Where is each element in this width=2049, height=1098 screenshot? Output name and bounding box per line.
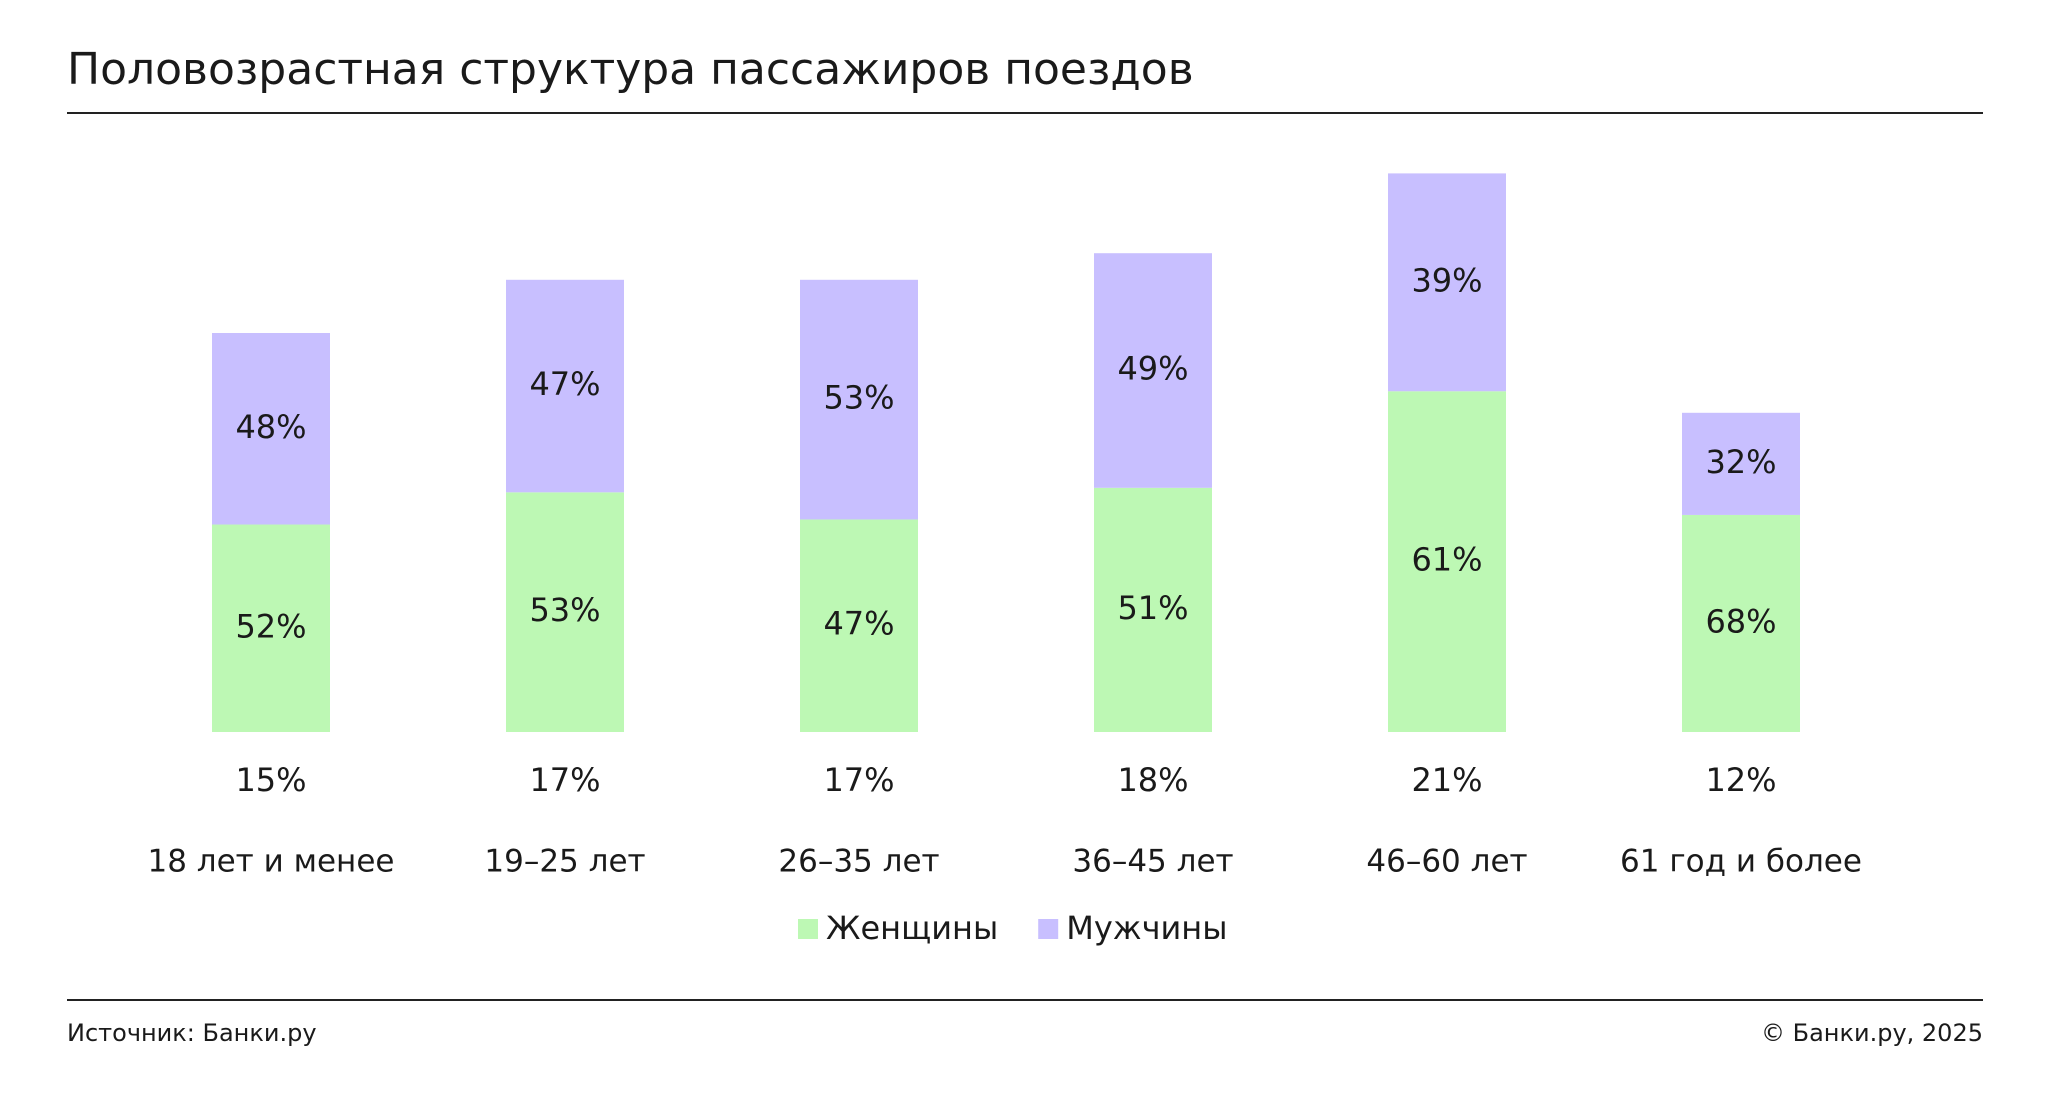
category-label: 19–25 лет bbox=[484, 844, 645, 880]
bar-segment bbox=[1094, 487, 1212, 732]
segment-label: 51% bbox=[1117, 589, 1188, 627]
total-label: 17% bbox=[823, 761, 894, 799]
segment-label: 47% bbox=[529, 365, 600, 403]
bar-segment bbox=[506, 279, 624, 493]
legend-label: Женщины bbox=[826, 909, 998, 947]
bar-segment bbox=[212, 333, 330, 525]
total-label: 15% bbox=[235, 761, 306, 799]
bar-segment bbox=[1682, 412, 1800, 515]
segment-label: 68% bbox=[1705, 602, 1776, 640]
segment-label: 32% bbox=[1705, 443, 1776, 481]
bar-segment bbox=[212, 524, 330, 732]
segment-label: 47% bbox=[823, 605, 894, 643]
bar-segment bbox=[1682, 514, 1800, 732]
segment-label: 39% bbox=[1411, 261, 1482, 299]
segment-label: 53% bbox=[529, 591, 600, 629]
bar-segment bbox=[1388, 173, 1506, 392]
legend-swatch bbox=[798, 919, 818, 939]
segment-label: 53% bbox=[823, 379, 894, 417]
segment-label: 61% bbox=[1411, 541, 1482, 579]
bar-segment bbox=[506, 492, 624, 732]
bar-segment bbox=[1094, 253, 1212, 488]
source: Источник: Банки.ру bbox=[67, 1019, 317, 1047]
segment-label: 48% bbox=[235, 408, 306, 446]
category-label: 18 лет и менее bbox=[148, 844, 395, 880]
total-label: 21% bbox=[1411, 761, 1482, 799]
legend-swatch bbox=[1038, 919, 1059, 939]
segment-label: 52% bbox=[235, 607, 306, 645]
category-label: 46–60 лет bbox=[1366, 844, 1527, 880]
category-label: 61 год и более bbox=[1620, 844, 1862, 880]
total-label: 17% bbox=[529, 761, 600, 799]
category-label: 36–45 лет bbox=[1072, 844, 1233, 880]
bar-segment bbox=[800, 519, 918, 732]
total-label: 12% bbox=[1705, 761, 1776, 799]
legend-label: Мужчины bbox=[1066, 909, 1227, 947]
category-label: 26–35 лет bbox=[778, 844, 939, 880]
total-label: 18% bbox=[1117, 761, 1188, 799]
chart-title: Половозрастная структура пассажиров поез… bbox=[67, 44, 1194, 95]
bar-segment bbox=[1388, 391, 1506, 732]
bar-segment bbox=[800, 279, 918, 520]
segment-label: 49% bbox=[1117, 350, 1188, 388]
copyright: © Банки.ру, 2025 bbox=[1761, 1019, 1983, 1047]
